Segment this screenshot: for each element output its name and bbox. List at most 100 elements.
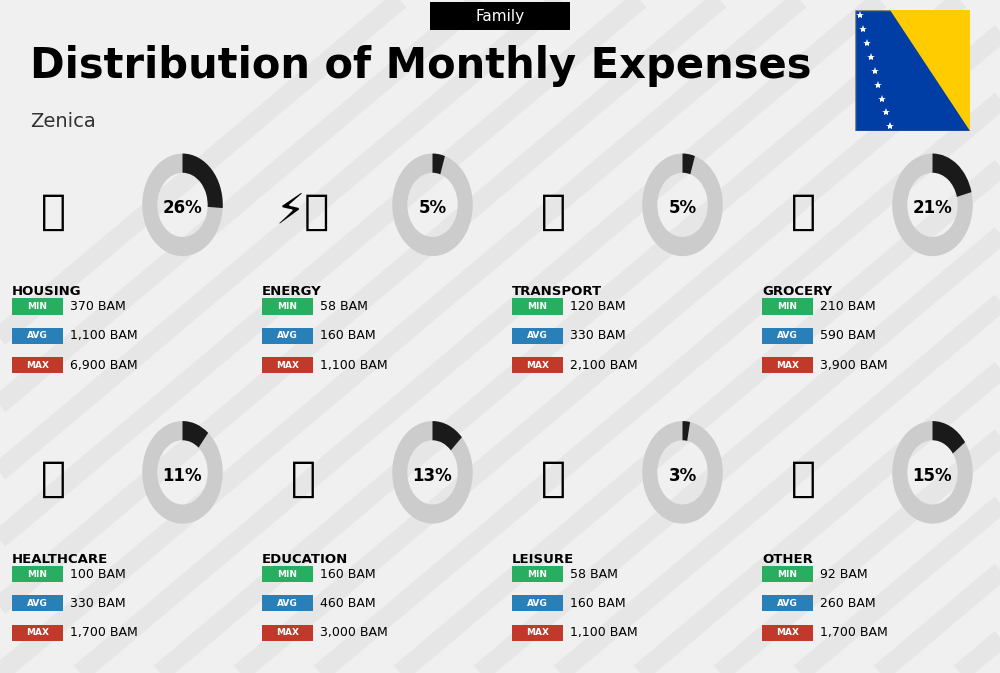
Text: MAX: MAX xyxy=(526,361,549,370)
Text: 330 BAM: 330 BAM xyxy=(70,597,125,610)
Wedge shape xyxy=(432,421,462,450)
Bar xyxy=(512,357,563,374)
Text: HOUSING: HOUSING xyxy=(12,285,82,298)
Bar xyxy=(512,328,563,344)
Text: MAX: MAX xyxy=(26,361,49,370)
Text: MAX: MAX xyxy=(776,629,799,637)
Text: 5%: 5% xyxy=(418,199,447,217)
Text: GROCERY: GROCERY xyxy=(762,285,832,298)
Text: MIN: MIN xyxy=(527,302,547,311)
Text: 160 BAM: 160 BAM xyxy=(570,597,625,610)
Text: Distribution of Monthly Expenses: Distribution of Monthly Expenses xyxy=(30,45,812,87)
Text: 1,100 BAM: 1,100 BAM xyxy=(320,359,387,372)
Text: 🛒: 🛒 xyxy=(791,190,816,233)
Bar xyxy=(262,625,313,641)
Text: 100 BAM: 100 BAM xyxy=(70,567,125,581)
Bar xyxy=(762,625,813,641)
Text: 1,700 BAM: 1,700 BAM xyxy=(820,627,887,639)
Text: 🫀: 🫀 xyxy=(41,458,66,500)
Text: 460 BAM: 460 BAM xyxy=(320,597,375,610)
Wedge shape xyxy=(182,153,223,208)
Wedge shape xyxy=(682,153,695,174)
Wedge shape xyxy=(642,421,723,524)
Text: 🏢: 🏢 xyxy=(41,190,66,233)
Text: 260 BAM: 260 BAM xyxy=(820,597,875,610)
Text: TRANSPORT: TRANSPORT xyxy=(512,285,602,298)
Bar xyxy=(262,299,313,314)
Text: LEISURE: LEISURE xyxy=(512,553,574,565)
Text: AVG: AVG xyxy=(277,331,298,341)
Text: MIN: MIN xyxy=(277,302,297,311)
Text: MAX: MAX xyxy=(26,629,49,637)
Wedge shape xyxy=(142,153,223,256)
Bar xyxy=(262,566,313,582)
Bar xyxy=(762,566,813,582)
Text: MAX: MAX xyxy=(276,361,299,370)
Text: 160 BAM: 160 BAM xyxy=(320,329,375,343)
Bar xyxy=(512,625,563,641)
Text: MAX: MAX xyxy=(526,629,549,637)
Text: ⚡🏠: ⚡🏠 xyxy=(276,190,330,233)
Bar xyxy=(12,566,63,582)
Wedge shape xyxy=(682,421,690,441)
Bar xyxy=(12,328,63,344)
Text: 210 BAM: 210 BAM xyxy=(820,300,875,313)
Text: 1,100 BAM: 1,100 BAM xyxy=(70,329,137,343)
Text: AVG: AVG xyxy=(777,331,798,341)
Text: 11%: 11% xyxy=(163,467,202,485)
Wedge shape xyxy=(432,153,445,174)
Text: 🚌: 🚌 xyxy=(541,190,566,233)
Bar xyxy=(512,596,563,612)
Bar xyxy=(262,596,313,612)
Wedge shape xyxy=(932,153,971,197)
Bar xyxy=(430,2,570,30)
Wedge shape xyxy=(932,421,965,454)
Text: MIN: MIN xyxy=(27,569,47,579)
Text: EDUCATION: EDUCATION xyxy=(262,553,348,565)
Bar xyxy=(762,357,813,374)
Text: 26%: 26% xyxy=(163,199,202,217)
Wedge shape xyxy=(392,153,473,256)
Text: MAX: MAX xyxy=(776,361,799,370)
Bar xyxy=(762,596,813,612)
Text: 330 BAM: 330 BAM xyxy=(570,329,625,343)
Text: AVG: AVG xyxy=(27,599,48,608)
Text: MAX: MAX xyxy=(276,629,299,637)
Text: 👜: 👜 xyxy=(791,458,816,500)
Text: AVG: AVG xyxy=(27,331,48,341)
Text: MIN: MIN xyxy=(27,302,47,311)
Wedge shape xyxy=(892,421,973,524)
Text: 92 BAM: 92 BAM xyxy=(820,567,867,581)
Text: MIN: MIN xyxy=(777,569,797,579)
Bar xyxy=(762,328,813,344)
Bar xyxy=(12,625,63,641)
Text: 2,100 BAM: 2,100 BAM xyxy=(570,359,637,372)
Bar xyxy=(12,299,63,314)
Text: ENERGY: ENERGY xyxy=(262,285,322,298)
Text: Zenica: Zenica xyxy=(30,112,96,131)
Bar xyxy=(12,596,63,612)
Text: OTHER: OTHER xyxy=(762,553,813,565)
Text: 21%: 21% xyxy=(913,199,952,217)
Text: AVG: AVG xyxy=(527,599,548,608)
Text: 5%: 5% xyxy=(668,199,697,217)
Text: 370 BAM: 370 BAM xyxy=(70,300,125,313)
Text: MIN: MIN xyxy=(527,569,547,579)
Text: AVG: AVG xyxy=(527,331,548,341)
Text: 15%: 15% xyxy=(913,467,952,485)
Text: 160 BAM: 160 BAM xyxy=(320,567,375,581)
Text: 590 BAM: 590 BAM xyxy=(820,329,875,343)
Wedge shape xyxy=(642,153,723,256)
Text: 3,900 BAM: 3,900 BAM xyxy=(820,359,887,372)
Wedge shape xyxy=(142,421,223,524)
Bar xyxy=(512,566,563,582)
Bar xyxy=(512,299,563,314)
Bar xyxy=(262,357,313,374)
Text: MIN: MIN xyxy=(277,569,297,579)
Text: 🛍: 🛍 xyxy=(541,458,566,500)
Text: 6,900 BAM: 6,900 BAM xyxy=(70,359,137,372)
Text: HEALTHCARE: HEALTHCARE xyxy=(12,553,108,565)
Wedge shape xyxy=(892,153,973,256)
Text: 13%: 13% xyxy=(413,467,452,485)
Text: 58 BAM: 58 BAM xyxy=(320,300,367,313)
